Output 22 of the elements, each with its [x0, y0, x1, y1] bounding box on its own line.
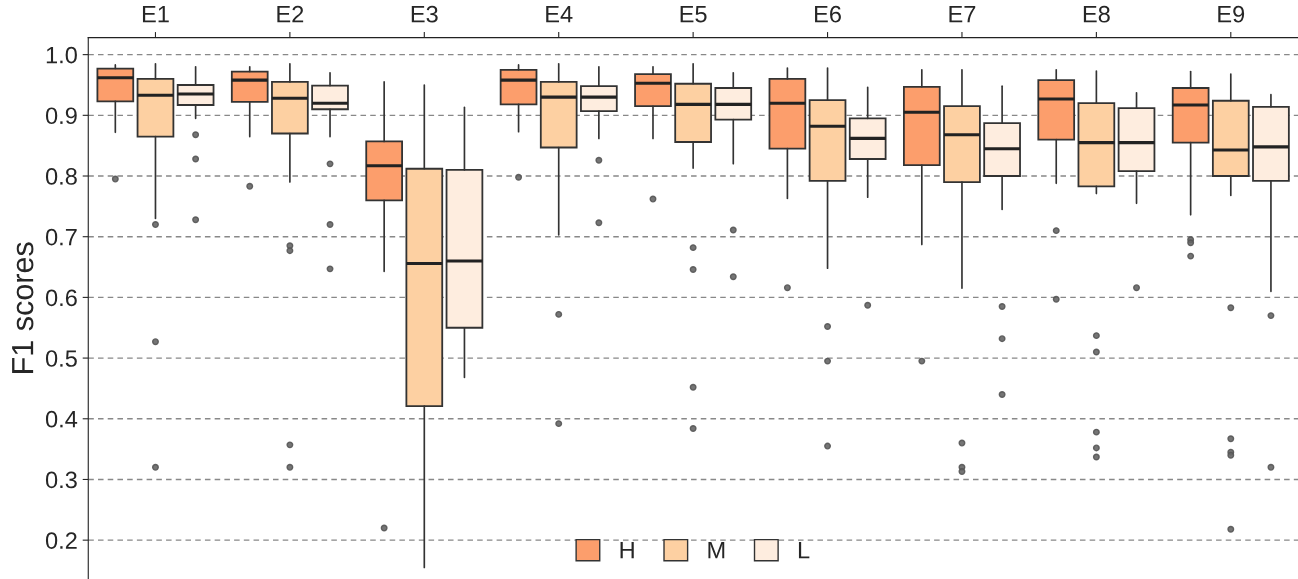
y-tick-label: 0.5: [45, 350, 77, 367]
x-tick-label: E4: [546, 6, 573, 23]
y-tick-label: 0.4: [45, 410, 78, 428]
legend-label: H: [620, 542, 634, 559]
x-tick-label: E6: [815, 5, 841, 23]
x-tick-label: E1: [142, 6, 169, 23]
legend-label: L: [798, 542, 810, 559]
legend-label: M: [708, 542, 725, 559]
y-tick-label: 0.3: [45, 471, 77, 489]
y-tick-label: 0.2: [45, 532, 77, 549]
y-tick-label: 0.7: [45, 228, 77, 246]
x-tick-label: E5: [680, 6, 707, 23]
y-tick-label: 0.9: [45, 107, 77, 125]
y-axis-title: F1 scores: [12, 242, 34, 373]
x-tick-label: E8: [1083, 5, 1110, 23]
x-tick-label: E9: [1218, 5, 1245, 23]
x-tick-label: E2: [277, 5, 304, 23]
x-tick-label: E7: [949, 6, 976, 23]
y-tick-label: 0.6: [45, 289, 77, 307]
y-tick-label: 0.8: [45, 168, 77, 185]
y-tick-label: 1.0: [46, 46, 77, 64]
x-tick-label: E3: [411, 5, 438, 23]
